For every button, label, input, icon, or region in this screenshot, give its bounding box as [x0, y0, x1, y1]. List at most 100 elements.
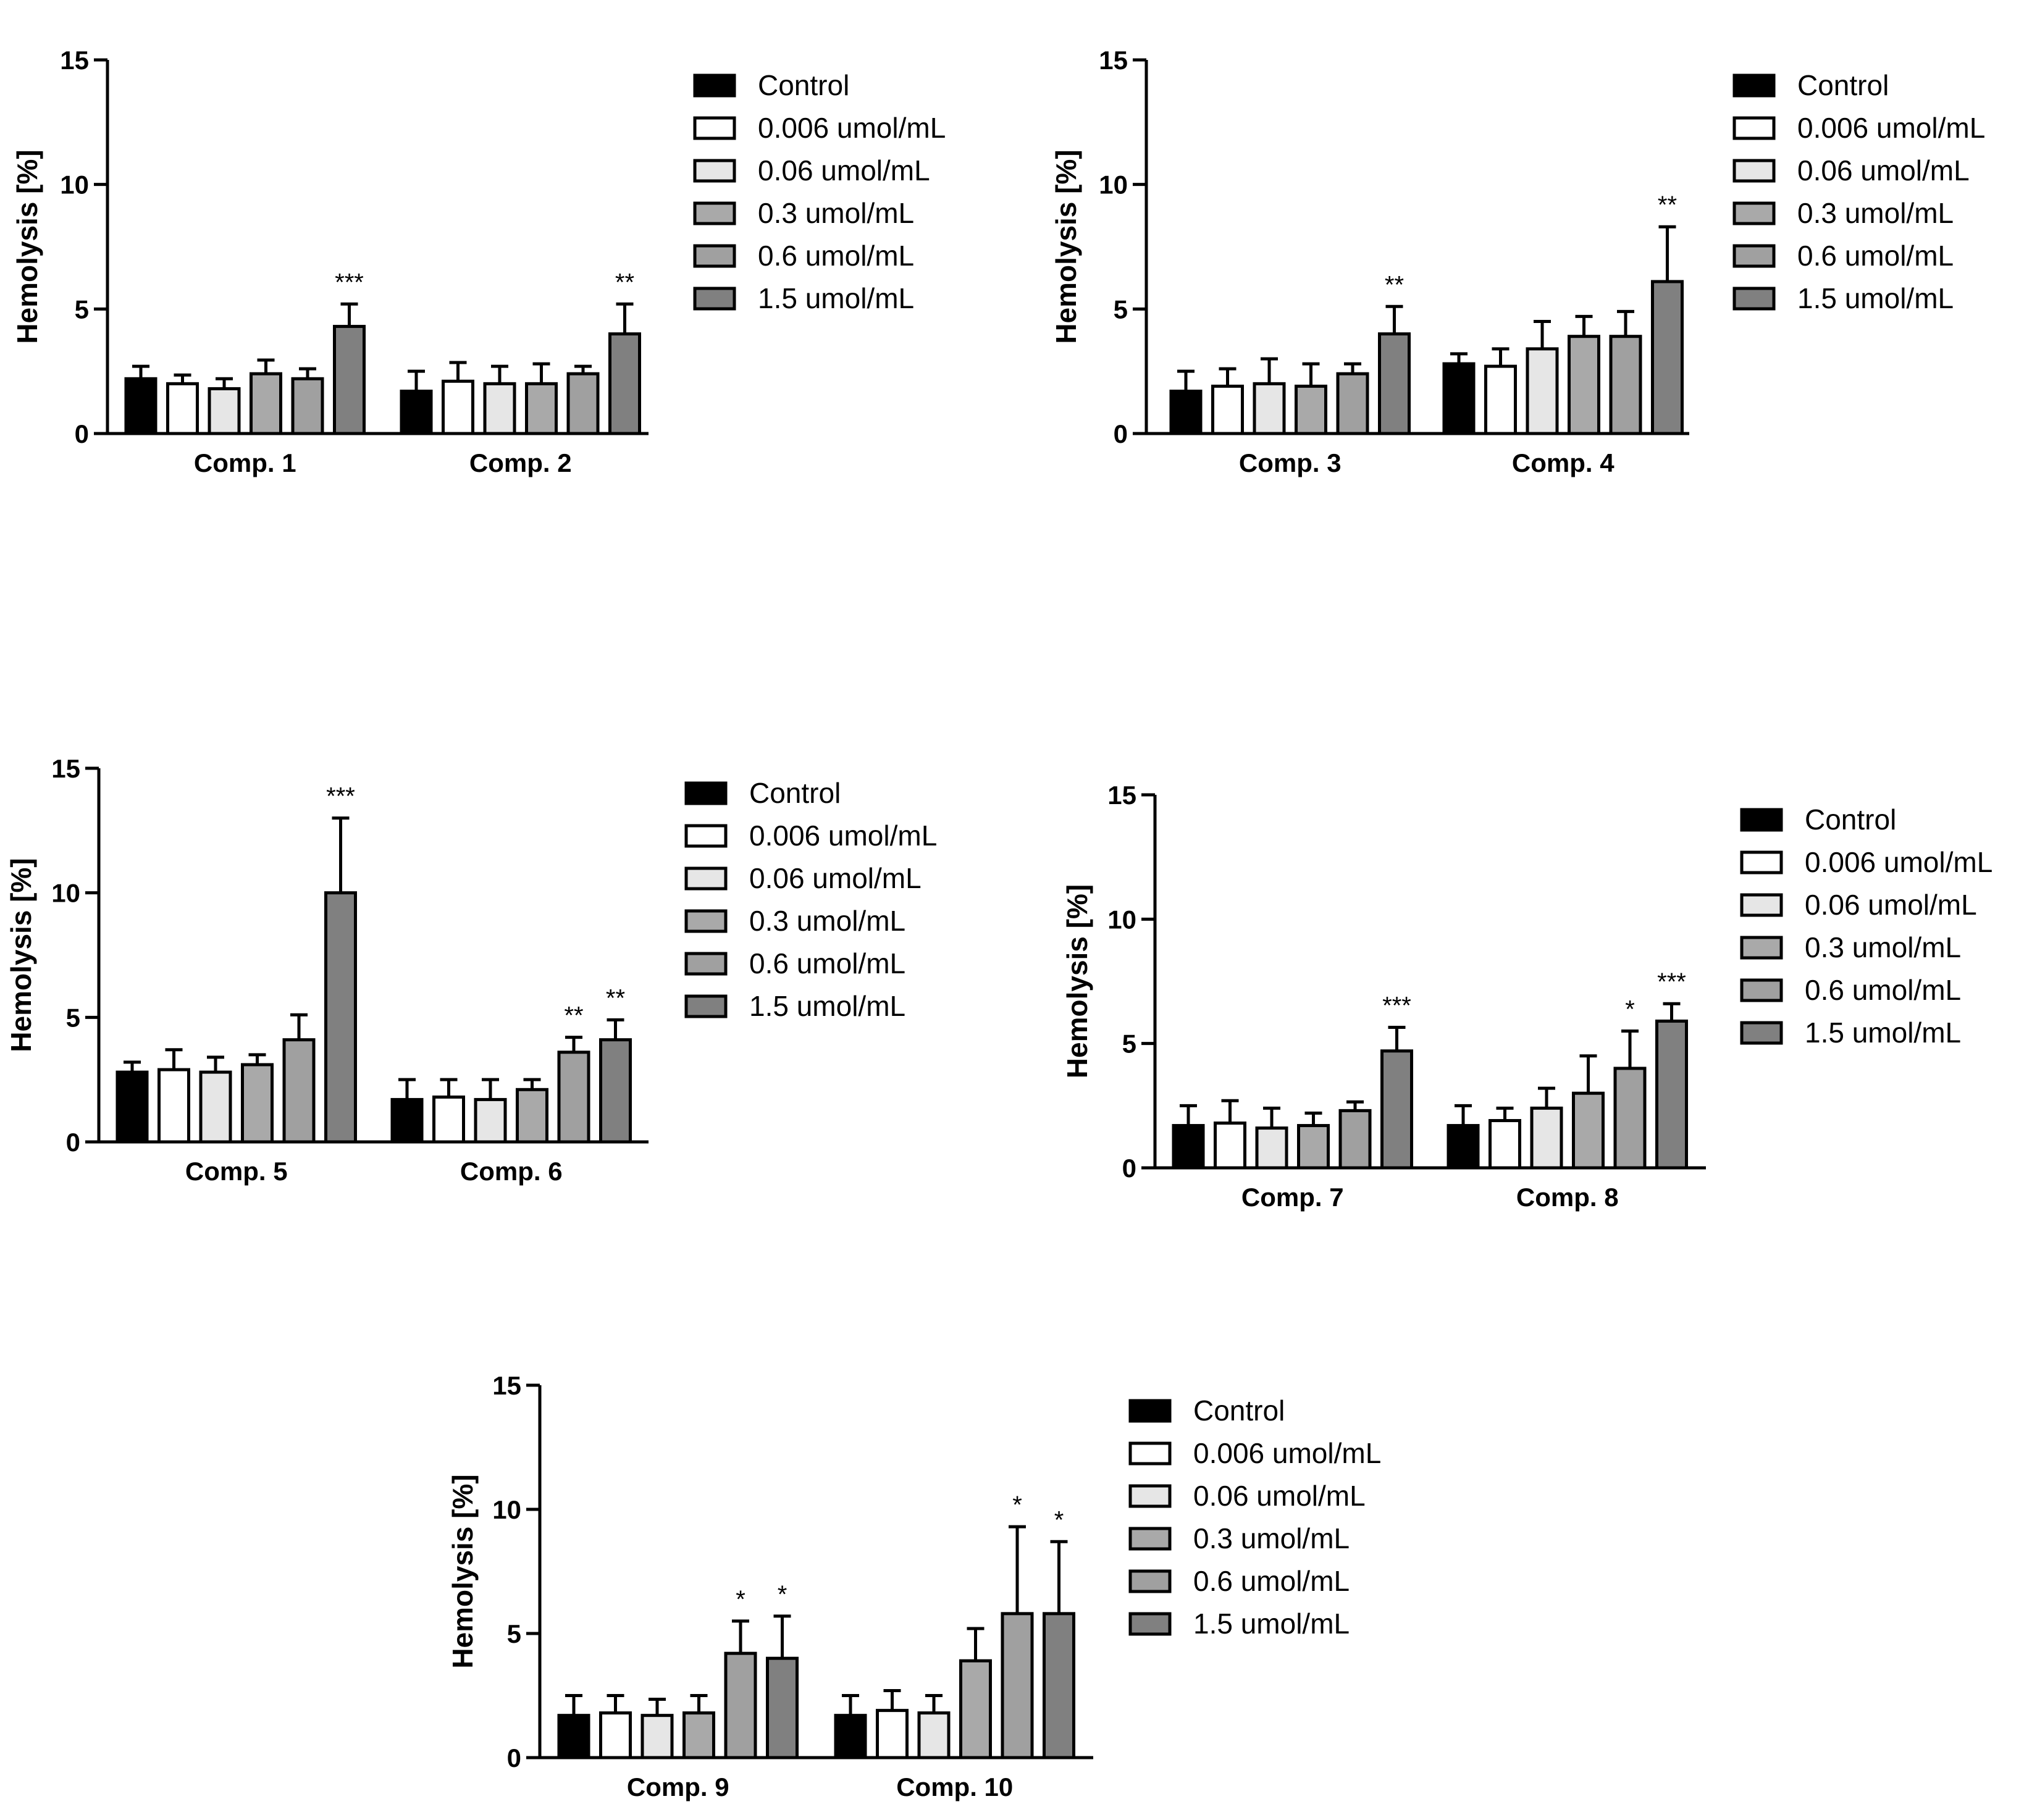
- bar: [1651, 280, 1684, 435]
- bar: [766, 1656, 799, 1759]
- chart-panel-3: 0 5 10 15 Hemolysis [%] *** Comp. 5 ** ** Comp. 6…: [5, 754, 937, 1186]
- significance-label: **: [1385, 271, 1404, 298]
- legend-swatch: [1128, 1527, 1172, 1551]
- bar: [1214, 1122, 1246, 1170]
- legend-label: 1.5 umol/mL: [1797, 282, 1954, 314]
- significance-label: *: [1625, 996, 1635, 1023]
- y-tick-label: 15: [60, 46, 89, 75]
- legend-swatch: [1128, 1484, 1172, 1508]
- y-tick-label: 10: [1107, 905, 1136, 934]
- bar: [917, 1711, 951, 1759]
- legend-label: 0.006 umol/mL: [1805, 846, 1993, 878]
- legend-swatch: [1740, 936, 1783, 960]
- legend-label: Control: [1193, 1394, 1285, 1427]
- bar: [682, 1711, 715, 1759]
- legend-label: 0.3 umol/mL: [749, 905, 905, 937]
- category-label: Comp. 4: [1512, 448, 1615, 477]
- legend-swatch: [1732, 73, 1776, 98]
- bar: [1530, 1106, 1563, 1170]
- significance-label: ***: [1382, 992, 1411, 1019]
- y-tick-label: 5: [75, 295, 89, 324]
- y-tick-label: 5: [1122, 1030, 1136, 1059]
- bar: [250, 372, 282, 435]
- y-tick-label: 10: [492, 1495, 521, 1524]
- legend-swatch: [693, 116, 736, 140]
- bar: [390, 1097, 424, 1144]
- legend-label: 0.06 umol/mL: [1797, 154, 1970, 187]
- legend-label: 0.3 umol/mL: [1797, 197, 1954, 229]
- legend-label: 0.6 umol/mL: [1797, 240, 1954, 272]
- legend-label: 0.006 umol/mL: [749, 820, 937, 852]
- legend-swatch: [1732, 159, 1776, 183]
- legend-label: 0.6 umol/mL: [758, 240, 914, 272]
- bar: [1380, 1049, 1413, 1170]
- significance-label: **: [1658, 191, 1677, 219]
- bar: [1001, 1612, 1034, 1759]
- y-tick-label: 15: [51, 754, 80, 783]
- chart-panel-5: 0 5 10 15 Hemolysis [%] * * Comp. 9 * * Comp. 10 Co…: [447, 1371, 1381, 1801]
- legend-swatch: [1740, 1021, 1783, 1045]
- bar: [1378, 332, 1411, 435]
- significance-label: ***: [326, 783, 355, 810]
- bar: [442, 379, 474, 435]
- significance-label: *: [778, 1581, 787, 1608]
- bar: [324, 891, 357, 1144]
- significance-label: **: [615, 269, 634, 296]
- bar: [608, 332, 641, 435]
- bar: [599, 1038, 632, 1144]
- legend-swatch: [1732, 287, 1776, 311]
- category-label: Comp. 2: [469, 448, 572, 477]
- y-tick-label: 10: [60, 170, 89, 199]
- legend-label: 0.3 umol/mL: [1805, 931, 1961, 963]
- legend-swatch: [1128, 1399, 1172, 1423]
- bar: [557, 1050, 590, 1144]
- y-axis-title: Hemolysis [%]: [11, 149, 43, 343]
- bar: [834, 1714, 867, 1759]
- bar: [1211, 384, 1244, 435]
- y-tick-label: 5: [507, 1619, 521, 1648]
- bar: [516, 1088, 548, 1144]
- category-label: Comp. 5: [185, 1157, 288, 1186]
- y-tick-label: 15: [492, 1371, 521, 1400]
- legend-label: 0.006 umol/mL: [758, 112, 946, 144]
- bar: [1172, 1124, 1205, 1170]
- legend-label: 1.5 umol/mL: [1805, 1017, 1961, 1049]
- y-tick-label: 5: [66, 1003, 80, 1032]
- bar: [1526, 347, 1559, 435]
- y-axis-title: Hemolysis [%]: [5, 858, 37, 1052]
- y-axis-title: Hemolysis [%]: [447, 1474, 479, 1668]
- bar: [1255, 1126, 1288, 1170]
- legend-swatch: [684, 824, 728, 848]
- legend-swatch: [684, 994, 728, 1018]
- bar: [1609, 335, 1642, 435]
- bar: [1297, 1124, 1330, 1170]
- bar: [199, 1070, 232, 1144]
- bar: [1043, 1612, 1075, 1759]
- legend-label: 0.6 umol/mL: [1193, 1565, 1350, 1597]
- bar: [115, 1070, 149, 1144]
- significance-label: *: [1054, 1506, 1064, 1533]
- y-tick-label: 10: [51, 879, 80, 908]
- legend-label: 0.006 umol/mL: [1193, 1437, 1381, 1469]
- legend-label: 0.3 umol/mL: [758, 197, 914, 229]
- bar: [400, 389, 433, 435]
- significance-label: *: [736, 1586, 745, 1613]
- chart-panel-2: 0 5 10 15 Hemolysis [%] ** Comp. 3 ** Comp. 4 Con…: [1050, 46, 1985, 477]
- significance-label: ***: [1657, 968, 1686, 996]
- legend-swatch: [1740, 978, 1783, 1002]
- bar: [282, 1038, 316, 1144]
- bar: [599, 1711, 632, 1759]
- legend-label: 0.6 umol/mL: [749, 947, 905, 979]
- chart-panel-1: 0 5 10 15 Hemolysis [%] *** Comp. 1 ** Comp. 2 Co…: [11, 46, 946, 477]
- bar: [483, 382, 516, 435]
- bar: [166, 382, 199, 435]
- y-tick-label: 0: [1122, 1154, 1136, 1183]
- bar: [525, 382, 558, 435]
- y-axis-title: Hemolysis [%]: [1061, 884, 1093, 1078]
- legend-label: 0.006 umol/mL: [1797, 112, 1985, 144]
- legend-swatch: [684, 909, 728, 933]
- bar: [1169, 389, 1203, 435]
- significance-label: ***: [335, 269, 364, 296]
- category-label: Comp. 9: [627, 1772, 729, 1801]
- bar: [557, 1714, 590, 1759]
